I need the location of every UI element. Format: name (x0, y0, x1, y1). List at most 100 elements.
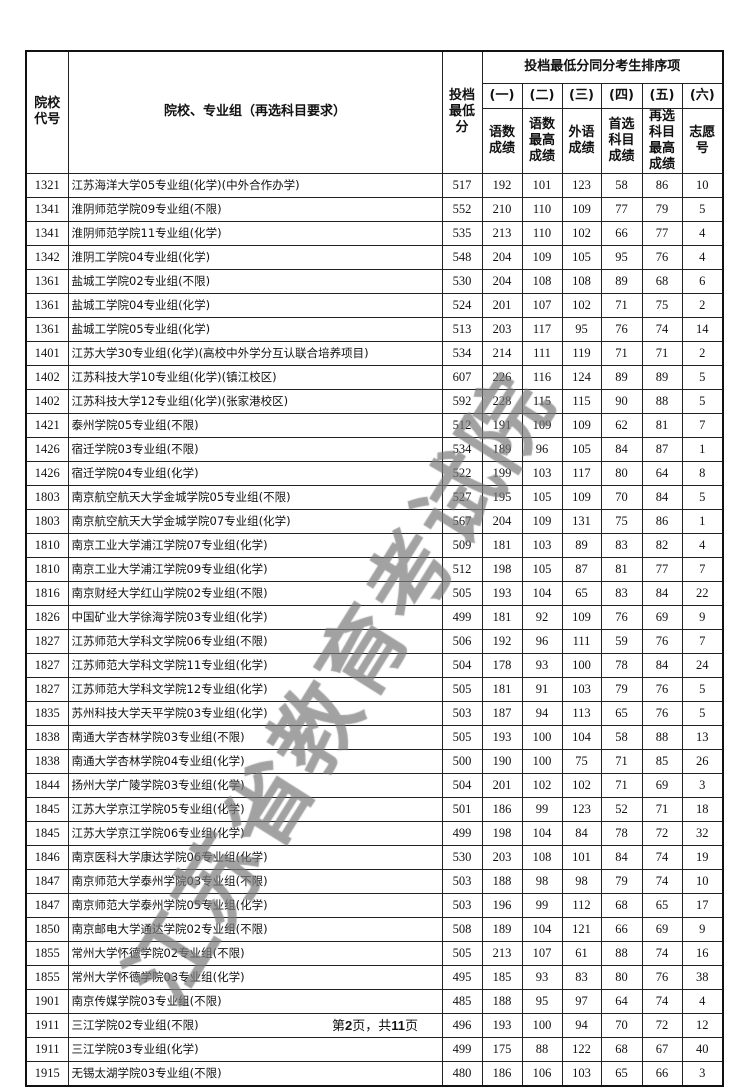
min-score: 495 (441, 964, 483, 990)
table-row: 1421 泰州学院05专业组(不限) 512 191 109 109 62 81 7 (25, 412, 724, 438)
chinese-math-score: 193 (481, 724, 523, 750)
first-subject-score: 58 (600, 172, 643, 198)
chinese-math-score: 199 (481, 460, 523, 486)
sort-col-number: (五) (641, 82, 683, 109)
school-group: 中国矿业大学徐海学院03专业组(化学) (67, 604, 443, 630)
chinese-math-score: 204 (481, 268, 523, 294)
foreign-language-score: 61 (561, 940, 602, 966)
first-subject-score: 89 (600, 268, 643, 294)
preference-number: 5 (681, 676, 724, 702)
chinese-math-max: 99 (521, 796, 563, 822)
table-row: 1402 江苏科技大学10专业组(化学)(镇江校区) 607 226 116 124 89 8… (25, 364, 724, 390)
header-code-text: 院校代号 (34, 96, 61, 128)
school-group: 盐城工学院05专业组(化学) (67, 316, 443, 342)
min-score: 607 (441, 364, 483, 390)
school-group: 无锡太湖学院03专业组(不限) (67, 1060, 443, 1086)
first-subject-score: 90 (600, 388, 643, 414)
second-subject-max: 81 (641, 412, 683, 438)
foreign-language-score: 102 (561, 292, 602, 318)
min-score: 512 (441, 556, 483, 582)
first-subject-score: 76 (600, 604, 643, 630)
school-group: 常州大学怀德学院03专业组(化学) (67, 964, 443, 990)
foreign-language-score: 123 (561, 796, 602, 822)
min-score: 485 (441, 988, 483, 1014)
first-subject-score: 52 (600, 796, 643, 822)
chinese-math-score: 228 (481, 388, 523, 414)
sort-col-label: 语数最高成绩 (521, 107, 563, 174)
footer-suffix: 页 (405, 1019, 419, 1034)
school-group: 淮阴师范学院09专业组(不限) (67, 196, 443, 222)
first-subject-score: 89 (600, 364, 643, 390)
second-subject-max: 84 (641, 484, 683, 510)
first-subject-score: 66 (600, 916, 643, 942)
preference-number: 18 (681, 796, 724, 822)
header-name: 院校、专业组（再选科目要求） (67, 50, 443, 174)
foreign-language-score: 119 (561, 340, 602, 366)
min-score: 534 (441, 436, 483, 462)
school-code: 1426 (25, 460, 69, 486)
second-subject-max: 89 (641, 364, 683, 390)
school-code: 1827 (25, 652, 69, 678)
first-subject-score: 83 (600, 532, 643, 558)
chinese-math-score: 203 (481, 844, 523, 870)
sort-col-number: (二) (521, 82, 563, 109)
foreign-language-score: 87 (561, 556, 602, 582)
min-score: 506 (441, 628, 483, 654)
preference-number: 6 (681, 268, 724, 294)
header-sort-title: 投档最低分同分考生排序项 (481, 50, 724, 84)
preference-number: 14 (681, 316, 724, 342)
table-row: 1844 扬州大学广陵学院03专业组(化学) 504 201 102 102 71 69 3 (25, 772, 724, 798)
second-subject-max: 71 (641, 340, 683, 366)
footer-prefix: 第 (331, 1019, 345, 1034)
chinese-math-score: 192 (481, 628, 523, 654)
min-score: 499 (441, 1036, 483, 1062)
first-subject-score: 70 (600, 484, 643, 510)
first-subject-score: 65 (600, 700, 643, 726)
min-score: 503 (441, 700, 483, 726)
chinese-math-max: 103 (521, 460, 563, 486)
chinese-math-score: 196 (481, 892, 523, 918)
preference-number: 5 (681, 364, 724, 390)
school-group: 江苏科技大学10专业组(化学)(镇江校区) (67, 364, 443, 390)
first-subject-score: 77 (600, 196, 643, 222)
school-code: 1911 (25, 1036, 69, 1062)
school-group: 江苏大学京江学院05专业组(化学) (67, 796, 443, 822)
chinese-math-max: 95 (521, 988, 563, 1014)
first-subject-score: 95 (600, 244, 643, 270)
school-code: 1342 (25, 244, 69, 270)
table-row: 1901 南京传媒学院03专业组(不限) 485 188 95 97 64 74 4 (25, 988, 724, 1014)
preference-number: 7 (681, 628, 724, 654)
school-code: 1321 (25, 172, 69, 198)
school-code: 1915 (25, 1060, 69, 1086)
chinese-math-max: 110 (521, 220, 563, 246)
table-row: 1361 盐城工学院02专业组(不限) 530 204 108 108 89 68 6 (25, 268, 724, 294)
sort-col-label: 语数成绩 (481, 107, 523, 174)
sort-col-label-text: 志愿号 (689, 124, 716, 156)
min-score: 505 (441, 940, 483, 966)
preference-number: 7 (681, 556, 724, 582)
min-score: 505 (441, 676, 483, 702)
school-code: 1426 (25, 436, 69, 462)
preference-number: 10 (681, 172, 724, 198)
chinese-math-max: 92 (521, 604, 563, 630)
chinese-math-max: 115 (521, 388, 563, 414)
preference-number: 17 (681, 892, 724, 918)
table-row: 1803 南京航空航天大学金城学院07专业组(化学) 567 204 109 131 75 8… (25, 508, 724, 534)
second-subject-max: 69 (641, 916, 683, 942)
second-subject-max: 68 (641, 268, 683, 294)
first-subject-score: 80 (600, 964, 643, 990)
chinese-math-max: 105 (521, 556, 563, 582)
chinese-math-max: 96 (521, 436, 563, 462)
school-group: 盐城工学院02专业组(不限) (67, 268, 443, 294)
preference-number: 3 (681, 1060, 724, 1086)
second-subject-max: 71 (641, 796, 683, 822)
preference-number: 5 (681, 484, 724, 510)
school-code: 1827 (25, 676, 69, 702)
chinese-math-score: 181 (481, 676, 523, 702)
school-code: 1901 (25, 988, 69, 1014)
school-code: 1361 (25, 292, 69, 318)
table-row: 1845 江苏大学京江学院05专业组(化学) 501 186 99 123 52 71 18 (25, 796, 724, 822)
school-code: 1402 (25, 364, 69, 390)
school-group: 扬州大学广陵学院03专业组(化学) (67, 772, 443, 798)
school-group: 淮阴师范学院11专业组(化学) (67, 220, 443, 246)
